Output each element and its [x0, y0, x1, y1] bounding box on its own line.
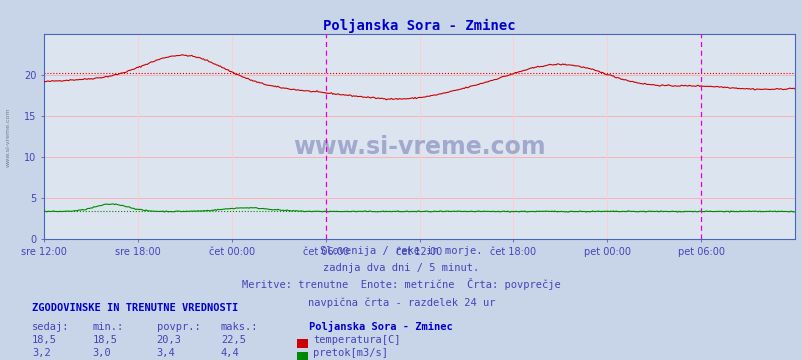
- Text: 3,4: 3,4: [156, 348, 175, 359]
- Text: pretok[m3/s]: pretok[m3/s]: [313, 348, 387, 359]
- Text: zadnja dva dni / 5 minut.: zadnja dva dni / 5 minut.: [323, 263, 479, 273]
- Text: maks.:: maks.:: [221, 323, 258, 333]
- Text: min.:: min.:: [92, 323, 124, 333]
- Text: 20,3: 20,3: [156, 336, 181, 346]
- Text: 18,5: 18,5: [32, 336, 57, 346]
- Text: 3,2: 3,2: [32, 348, 51, 359]
- Text: 18,5: 18,5: [92, 336, 117, 346]
- Text: ZGODOVINSKE IN TRENUTNE VREDNOSTI: ZGODOVINSKE IN TRENUTNE VREDNOSTI: [32, 303, 238, 314]
- Text: www.si-vreme.com: www.si-vreme.com: [293, 135, 545, 159]
- Title: Poljanska Sora - Zminec: Poljanska Sora - Zminec: [323, 19, 515, 33]
- Text: 22,5: 22,5: [221, 336, 245, 346]
- Text: Meritve: trenutne  Enote: metrične  Črta: povprečje: Meritve: trenutne Enote: metrične Črta: …: [242, 278, 560, 291]
- Text: navpična črta - razdelek 24 ur: navpična črta - razdelek 24 ur: [307, 297, 495, 308]
- Text: Poljanska Sora - Zminec: Poljanska Sora - Zminec: [309, 321, 452, 333]
- Text: 3,0: 3,0: [92, 348, 111, 359]
- Text: Slovenija / reke in morje.: Slovenija / reke in morje.: [320, 246, 482, 256]
- Text: sedaj:: sedaj:: [32, 323, 70, 333]
- Text: povpr.:: povpr.:: [156, 323, 200, 333]
- Text: www.si-vreme.com: www.si-vreme.com: [6, 107, 10, 167]
- Text: temperatura[C]: temperatura[C]: [313, 336, 400, 346]
- Text: 4,4: 4,4: [221, 348, 239, 359]
